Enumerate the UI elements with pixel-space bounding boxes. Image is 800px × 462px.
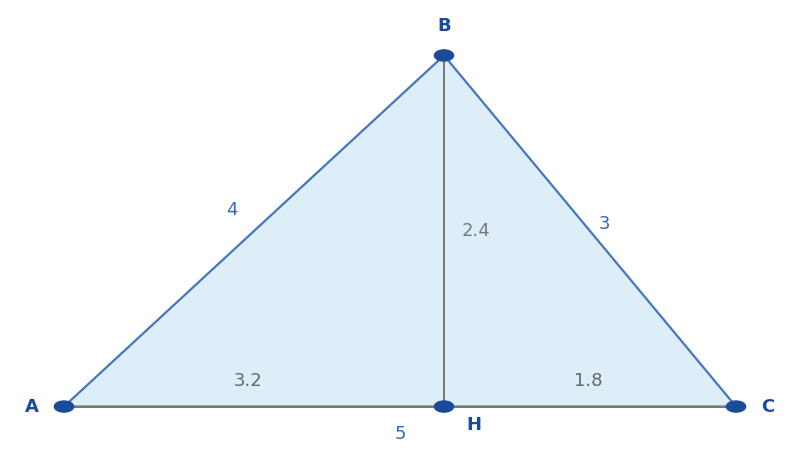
Circle shape <box>54 401 74 412</box>
Text: 5: 5 <box>394 426 406 443</box>
Circle shape <box>434 401 454 412</box>
Text: H: H <box>466 416 482 434</box>
Polygon shape <box>64 55 736 407</box>
Text: 3: 3 <box>598 215 610 233</box>
Text: 4: 4 <box>226 201 238 219</box>
Text: B: B <box>437 17 451 35</box>
Text: 1.8: 1.8 <box>574 372 602 390</box>
Circle shape <box>434 50 454 61</box>
Text: 3.2: 3.2 <box>234 372 262 390</box>
Text: C: C <box>762 398 775 415</box>
Text: 2.4: 2.4 <box>462 222 490 240</box>
Circle shape <box>726 401 746 412</box>
Text: A: A <box>25 398 38 415</box>
